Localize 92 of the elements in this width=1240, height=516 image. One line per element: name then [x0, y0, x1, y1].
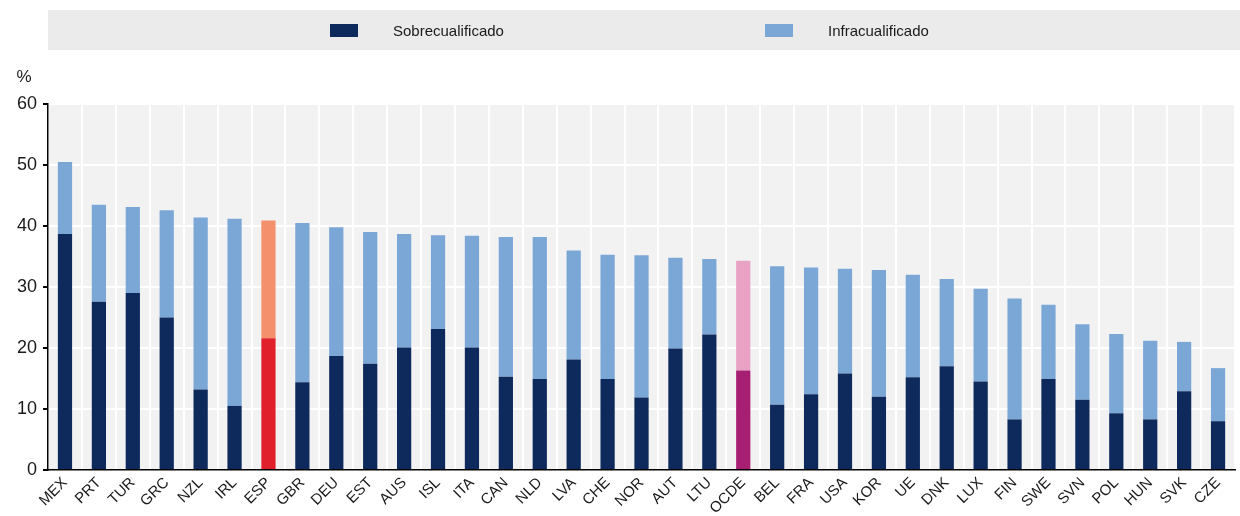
bar: [1143, 340, 1158, 420]
bar: [91, 204, 107, 302]
bar: [939, 279, 954, 367]
bar: [1177, 341, 1192, 392]
bar: [871, 396, 887, 469]
bar: [600, 379, 615, 469]
y-tick-label: 60: [16, 92, 38, 113]
bar: [1041, 304, 1056, 380]
x-tick-label: TUR: [104, 473, 138, 508]
bar: [566, 359, 581, 469]
y-tick-label: 30: [16, 275, 38, 296]
x-tick-label: ISL: [415, 473, 444, 502]
bar: [329, 227, 344, 356]
bar: [396, 233, 412, 348]
bar: [498, 236, 513, 377]
y-tick-label: 10: [16, 397, 38, 418]
bar: [91, 301, 107, 469]
bar: [193, 389, 208, 469]
bar: [363, 363, 378, 469]
bar: [57, 233, 73, 469]
legend-label: Sobrecualificado: [393, 21, 504, 39]
bar: [227, 218, 242, 406]
x-tick-label: ITA: [449, 473, 477, 502]
bar: [770, 404, 785, 469]
bar: [1210, 421, 1226, 469]
bar: [668, 257, 683, 349]
x-tick-label: POL: [1088, 473, 1122, 507]
bar: [837, 268, 853, 374]
bar: [329, 355, 344, 469]
bar: [532, 379, 547, 469]
bar: [803, 267, 819, 395]
bar: [159, 210, 174, 318]
bar: [634, 397, 649, 469]
bar: [261, 338, 276, 469]
bar: [939, 366, 954, 469]
bar: [464, 235, 480, 348]
bar: [1109, 333, 1124, 414]
bar: [1177, 391, 1192, 469]
bar: [634, 255, 649, 398]
bar: [736, 370, 751, 469]
y-tick-label: 20: [16, 336, 38, 357]
bar: [430, 329, 446, 469]
bar: [1210, 368, 1226, 422]
bar: [973, 381, 988, 469]
bar: [871, 269, 887, 397]
y-axis-title: %: [16, 67, 32, 87]
x-tick-label: USA: [816, 473, 851, 508]
bar: [261, 220, 276, 339]
bar: [600, 254, 615, 380]
bar: [295, 222, 310, 383]
x-tick-label: LVA: [548, 473, 579, 504]
bar: [464, 347, 480, 469]
bar: [837, 373, 853, 469]
bar: [1007, 298, 1022, 420]
bar: [1041, 379, 1056, 469]
x-tick-label: BEL: [750, 473, 783, 506]
bar: [125, 207, 140, 294]
bar: [125, 293, 140, 469]
bar: [905, 274, 920, 378]
bar: [295, 382, 310, 469]
x-tick-label: NZL: [173, 473, 206, 506]
bar: [159, 317, 174, 469]
bar: [668, 348, 683, 469]
x-tick-label: IRL: [211, 473, 240, 502]
bar: [803, 394, 819, 469]
bar: [1143, 419, 1158, 469]
legend-label: Infracualificado: [828, 21, 929, 39]
x-tick-label: FRA: [782, 473, 817, 507]
bar: [1075, 399, 1090, 469]
y-tick-label: 40: [16, 214, 38, 235]
bar: [227, 405, 242, 469]
bar: [566, 250, 581, 360]
x-tick-label: FIN: [990, 473, 1020, 503]
bar: [1109, 413, 1124, 469]
x-tick-label: UE: [891, 473, 918, 501]
bar: [363, 232, 378, 364]
bar: [396, 347, 412, 469]
bar: [1075, 324, 1090, 400]
bar: [973, 288, 988, 382]
bar: [905, 377, 920, 469]
bar: [770, 266, 785, 405]
bar: [498, 376, 513, 469]
bar: [702, 334, 717, 469]
bar: [702, 258, 717, 335]
bar: [532, 236, 547, 380]
bar: [736, 260, 751, 371]
y-tick-label: 50: [16, 153, 38, 174]
bar: [57, 161, 73, 234]
bar: [430, 235, 446, 330]
bar: [1007, 419, 1022, 469]
y-tick-label: 0: [27, 458, 38, 479]
bar: [193, 217, 208, 390]
